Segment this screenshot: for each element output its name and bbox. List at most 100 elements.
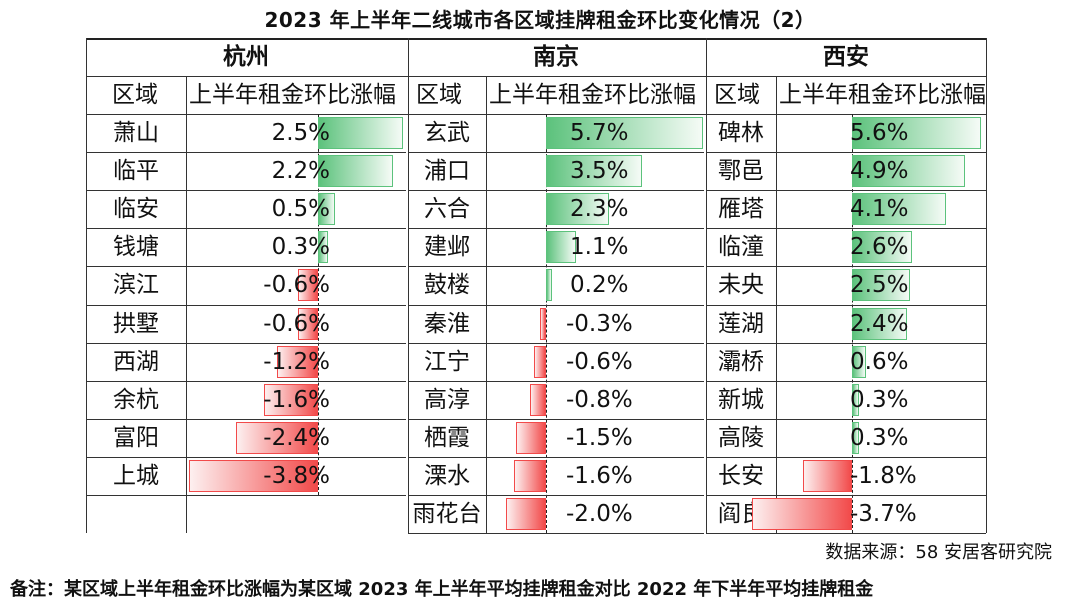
district-name: 临潼 <box>718 234 764 261</box>
data-bar <box>546 117 703 150</box>
data-label: -0.6% <box>263 272 330 299</box>
data-label: -0.8% <box>566 386 633 413</box>
data-bar <box>852 193 947 226</box>
row-divider <box>86 495 406 496</box>
data-bar <box>516 421 546 454</box>
data-bar <box>534 345 546 378</box>
data-label: -1.6% <box>566 462 633 489</box>
district-name: 浦口 <box>424 158 470 185</box>
district-name: 秦淮 <box>424 310 470 337</box>
district-name: 萧山 <box>113 120 159 146</box>
data-bar <box>297 307 318 340</box>
row-divider <box>706 152 986 154</box>
row-divider <box>706 380 986 382</box>
row-divider <box>408 418 704 420</box>
district-name: 富阳 <box>113 424 159 451</box>
district-name: 栖霞 <box>424 424 470 451</box>
data-bar <box>852 421 859 454</box>
row-divider <box>408 266 704 268</box>
district-name: 钱塘 <box>113 234 159 261</box>
data-label: 0.5% <box>271 196 330 223</box>
row-divider <box>86 228 406 230</box>
row-divider <box>408 495 704 496</box>
column-header-change: 上半年租金环比涨幅 <box>779 82 986 108</box>
data-label: 2.3% <box>570 196 629 223</box>
district-name: 未央 <box>718 272 764 299</box>
data-bar <box>297 269 318 302</box>
chart-title: 2023 年上半年二线城市各区域挂牌租金环比变化情况（2） <box>264 8 816 32</box>
data-label: -2.4% <box>263 424 330 451</box>
data-label: -1.6% <box>263 386 330 413</box>
data-label: -3.7% <box>850 501 917 527</box>
district-name: 高陵 <box>718 424 764 451</box>
data-bar <box>852 155 965 188</box>
row-divider <box>706 533 986 535</box>
district-name: 灞桥 <box>718 348 764 375</box>
row-divider <box>86 456 406 458</box>
district-name: 滨江 <box>113 272 159 299</box>
data-label: 2.5% <box>271 120 330 146</box>
data-label: 2.5% <box>850 272 909 299</box>
data-bar <box>514 459 546 492</box>
row-divider <box>706 418 986 420</box>
district-name: 莲湖 <box>718 310 764 337</box>
data-label: 0.2% <box>570 272 629 299</box>
district-name: 拱墅 <box>113 310 159 337</box>
data-bar <box>540 307 546 340</box>
data-label: 1.1% <box>570 234 629 261</box>
district-name: 雨花台 <box>412 501 482 527</box>
district-name: 玄武 <box>424 120 470 146</box>
row-divider <box>86 418 406 420</box>
row-divider <box>706 228 986 230</box>
data-label: -1.2% <box>263 348 330 375</box>
district-name: 西湖 <box>113 348 159 375</box>
column-header-change: 上半年租金环比涨幅 <box>189 82 396 108</box>
footnote: 备注：某区域上半年租金环比涨幅为某区域 2023 年上半年平均挂牌租金对比 20… <box>10 579 874 600</box>
district-name: 上城 <box>113 462 159 489</box>
data-bar <box>188 459 318 492</box>
data-label: -1.8% <box>850 462 917 489</box>
row-divider <box>408 342 704 344</box>
data-label: 0.6% <box>850 348 909 375</box>
data-label: 0.3% <box>850 424 909 451</box>
data-bar <box>852 269 910 302</box>
group-separator <box>706 38 707 534</box>
district-name: 鄠邑 <box>718 158 764 185</box>
data-source: 数据来源：58 安居客研究院 <box>825 542 1052 563</box>
district-name: 余杭 <box>113 386 159 413</box>
district-name: 临安 <box>113 196 159 223</box>
data-label: -0.6% <box>263 310 330 337</box>
zero-axis-1 <box>546 114 547 534</box>
data-bar <box>546 155 643 188</box>
column-header-district: 区域 <box>416 82 462 108</box>
data-bar <box>236 421 318 454</box>
row-divider <box>408 456 704 458</box>
data-bar <box>852 117 981 150</box>
data-label: 5.6% <box>850 120 909 146</box>
district-name: 鼓楼 <box>424 272 470 299</box>
table-left-border <box>86 38 87 534</box>
district-name: 长安 <box>718 462 764 489</box>
row-divider <box>86 380 406 382</box>
row-divider <box>706 495 986 496</box>
district-name: 六合 <box>424 196 470 223</box>
district-name: 溧水 <box>424 462 470 489</box>
row-divider <box>86 304 406 306</box>
data-label: -3.8% <box>263 462 330 489</box>
data-label: 0.3% <box>850 386 909 413</box>
data-bar <box>546 231 577 264</box>
data-bar <box>852 231 912 264</box>
data-bar <box>318 155 393 188</box>
data-bar <box>263 383 318 416</box>
data-bar <box>752 498 852 531</box>
table-right-border <box>986 38 987 534</box>
district-name: 新城 <box>718 386 764 413</box>
row-divider <box>706 342 986 344</box>
data-label: 2.4% <box>850 310 909 337</box>
data-bar <box>318 231 329 264</box>
row-divider <box>408 152 704 154</box>
data-label: -0.3% <box>566 310 633 337</box>
table-top-border <box>86 38 986 40</box>
city-header-bottom-border <box>86 76 986 77</box>
